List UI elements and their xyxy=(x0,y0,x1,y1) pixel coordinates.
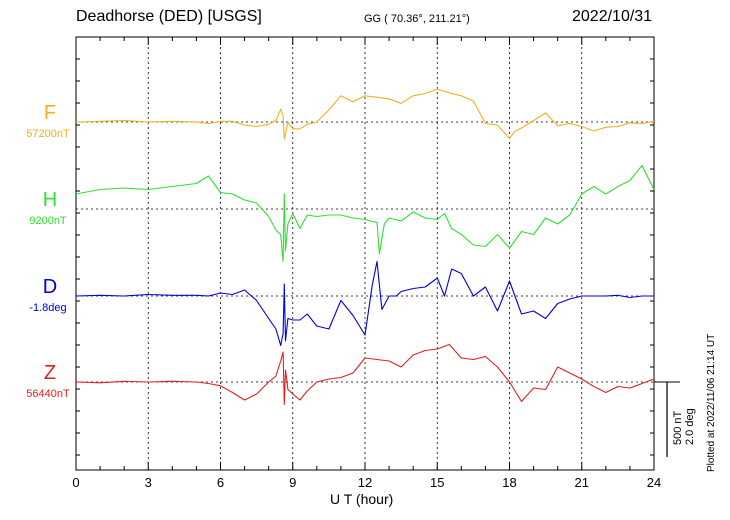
series-line-F xyxy=(75,88,655,140)
plotted-timestamp: Plotted at 2022/11/06 21:14 UT xyxy=(706,333,717,472)
x-tick-label-3: 3 xyxy=(144,475,152,490)
series-line-D xyxy=(75,260,654,347)
series-line-Z xyxy=(75,343,655,406)
date-label: 2022/10/31 xyxy=(572,8,653,25)
x-tick-label-21: 21 xyxy=(574,475,589,490)
x-tick-label-12: 12 xyxy=(357,475,373,490)
x-tick-label-24: 24 xyxy=(646,475,662,490)
component-baseline-H: 9200nT xyxy=(29,215,67,227)
component-label-Z: Z xyxy=(43,362,57,384)
station-title: Deadhorse (DED) [USGS] xyxy=(76,8,262,25)
component-baseline-D: -1.8deg xyxy=(29,302,67,314)
component-baseline-F: 57200nT xyxy=(26,128,70,140)
scale-bar-label-deg: 2.0 deg xyxy=(684,408,696,445)
x-tick-label-15: 15 xyxy=(430,475,445,490)
component-label-F: F xyxy=(43,102,57,124)
x-axis-label: U T (hour) xyxy=(330,491,394,507)
x-tick-label-18: 18 xyxy=(502,475,517,490)
scale-bar-label-nt: 500 nT xyxy=(672,410,684,445)
coordinates-label: GG ( 70.36°, 211.21°) xyxy=(364,13,470,25)
x-tick-label-9: 9 xyxy=(289,475,297,490)
series-line-H xyxy=(75,164,655,263)
component-baseline-Z: 56440nT xyxy=(26,388,70,400)
x-tick-label-0: 0 xyxy=(72,475,80,490)
x-tick-label-6: 6 xyxy=(216,475,225,490)
component-label-H: H xyxy=(42,189,58,211)
component-label-D: D xyxy=(42,276,58,298)
